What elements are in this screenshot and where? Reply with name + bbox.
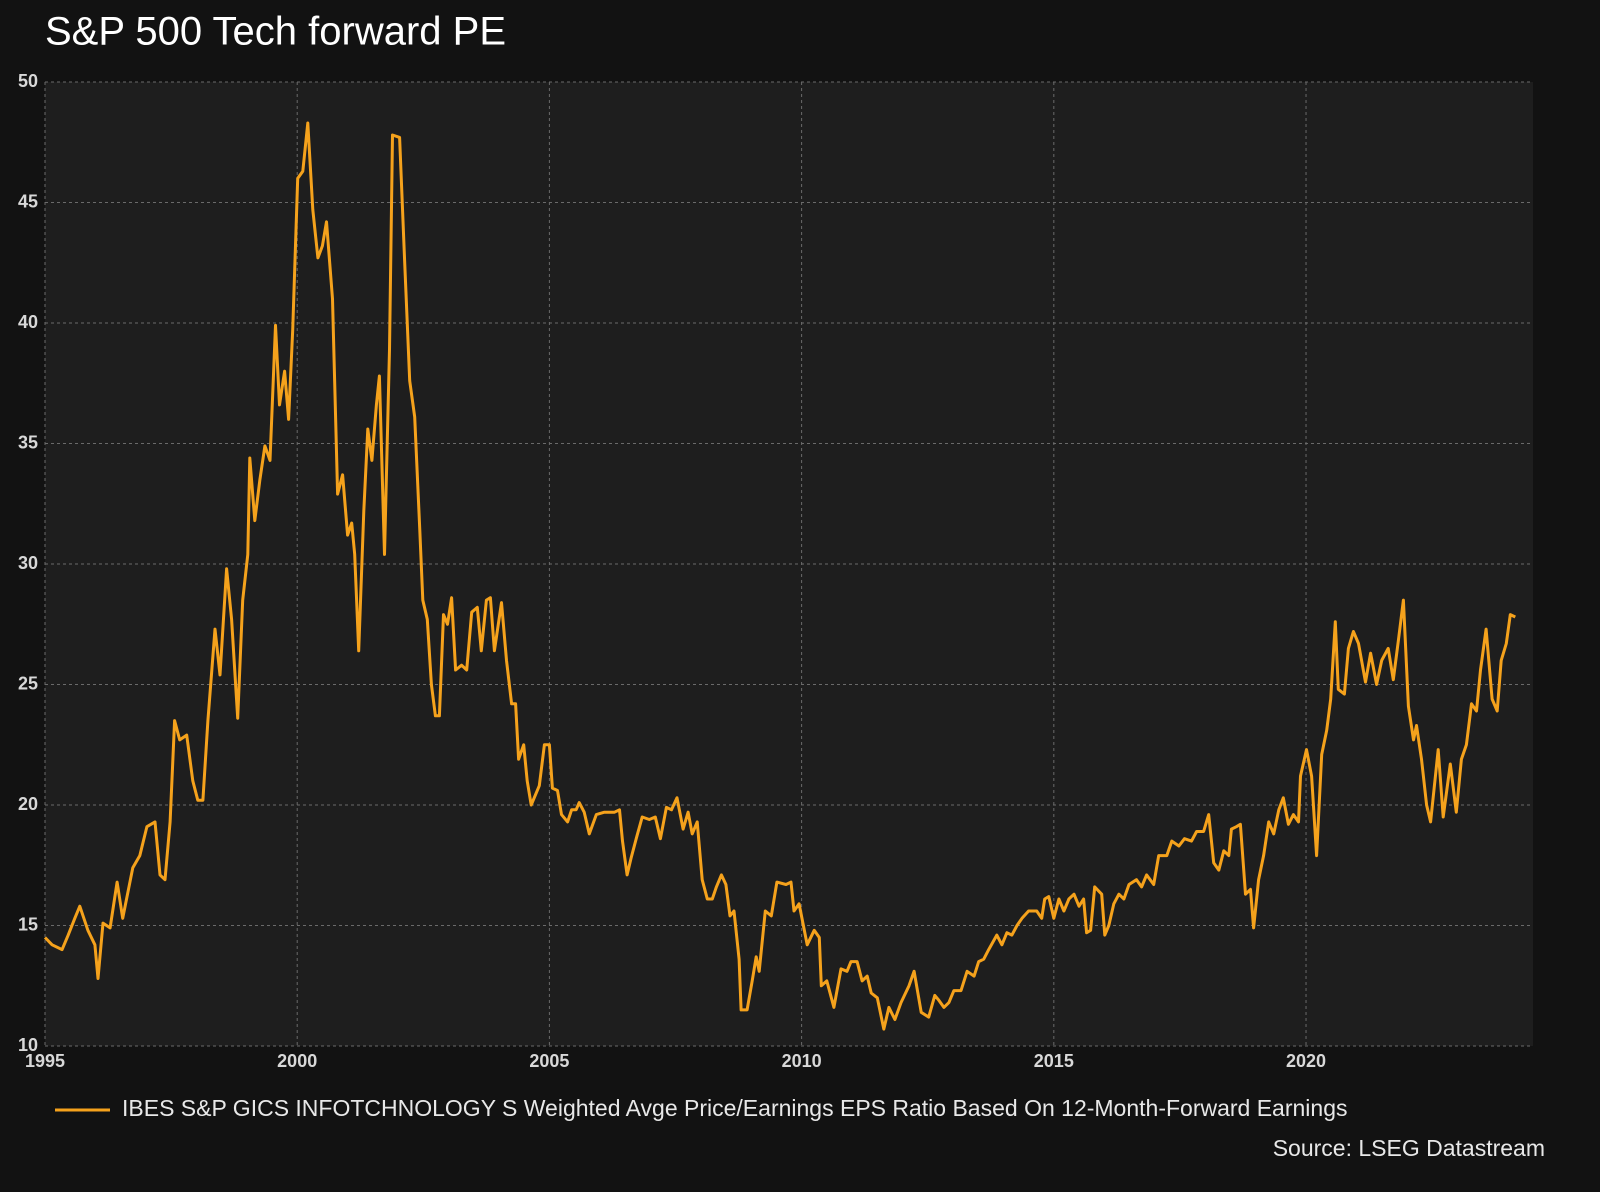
x-tick-label: 1995 — [25, 1051, 65, 1071]
x-tick-label: 2020 — [1286, 1051, 1326, 1071]
x-tick-label: 2000 — [277, 1051, 317, 1071]
y-tick-label: 25 — [18, 673, 38, 693]
x-tick-label: 2010 — [782, 1051, 822, 1071]
x-tick-label: 2015 — [1034, 1051, 1074, 1071]
y-tick-label: 50 — [18, 71, 38, 91]
y-tick-label: 20 — [18, 794, 38, 814]
y-tick-label: 30 — [18, 553, 38, 573]
y-tick-label: 35 — [18, 432, 38, 452]
x-tick-label: 2005 — [529, 1051, 569, 1071]
legend-label: IBES S&P GICS INFOTCHNOLOGY S Weighted A… — [122, 1095, 1348, 1121]
y-tick-label: 40 — [18, 312, 38, 332]
y-tick-label: 15 — [18, 914, 38, 934]
chart-title: S&P 500 Tech forward PE — [45, 10, 506, 54]
y-tick-label: 45 — [18, 191, 38, 211]
data-line — [43, 121, 1516, 1031]
source-note: Source: LSEG Datastream — [1273, 1135, 1545, 1161]
y-tick-label: 10 — [18, 1035, 38, 1055]
